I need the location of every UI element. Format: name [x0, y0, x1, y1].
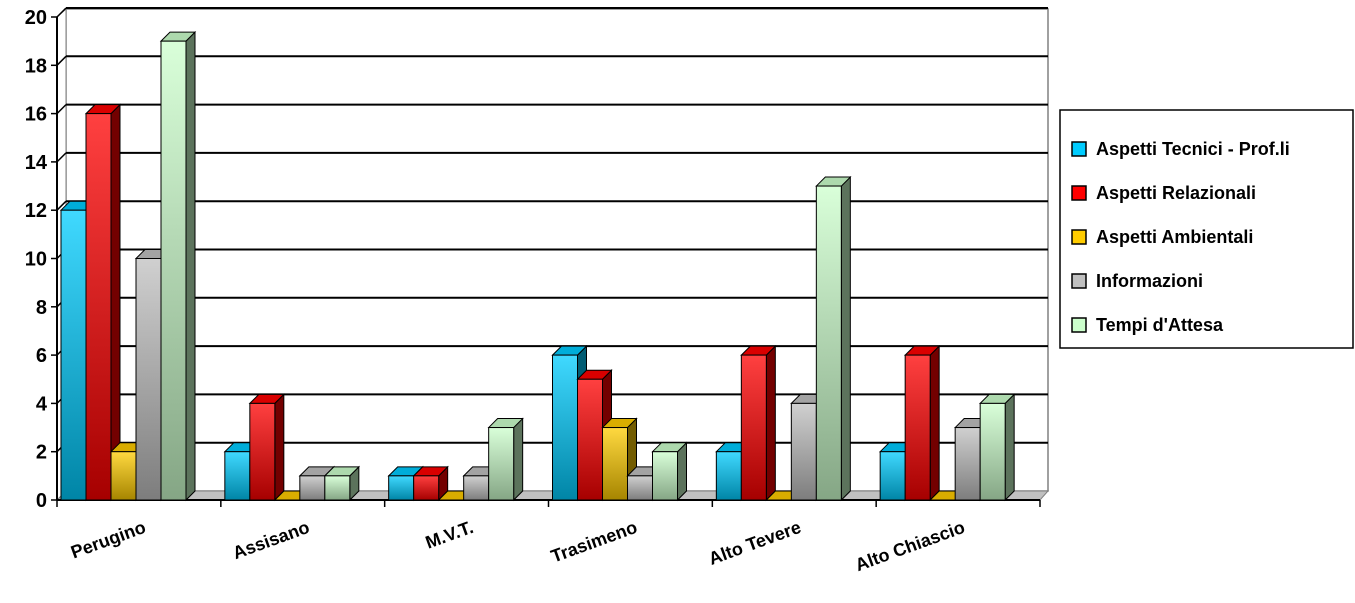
bar [903, 344, 941, 502]
x-tick-label: Alto Tevere [706, 517, 804, 569]
legend-item-informazioni: Informazioni [1071, 271, 1203, 291]
gridline-diag [56, 7, 67, 18]
gridline-diag [56, 104, 67, 115]
x-tick-label: Assisano [230, 517, 312, 563]
y-tick-label: 6 [36, 345, 47, 367]
y-tick-label: 8 [36, 297, 47, 319]
y-tick-label: 20 [25, 7, 47, 29]
y-tick-label: 18 [25, 55, 47, 77]
legend-swatch [1071, 273, 1087, 289]
bar [248, 393, 286, 502]
y-tick-label: 4 [36, 393, 48, 415]
bar [740, 344, 777, 502]
y-tick-label: 14 [25, 152, 48, 174]
legend-label: Tempi d'Attesa [1096, 315, 1224, 335]
legend-label: Aspetti Tecnici - Prof.li [1096, 139, 1290, 159]
legend-item-tempi-d-attesa: Tempi d'Attesa [1071, 315, 1224, 335]
legend-label: Aspetti Ambientali [1096, 227, 1253, 247]
legend-label: Aspetti Relazionali [1096, 183, 1256, 203]
y-tick-label: 12 [25, 200, 47, 222]
legend-swatch [1071, 185, 1087, 201]
bar [487, 417, 524, 502]
gridline-diag [56, 55, 67, 66]
gridline-diag [56, 152, 67, 163]
x-tick-label: Alto Chiascio [853, 517, 968, 575]
legend: Aspetti Tecnici - Prof.li Aspetti Relazio… [1059, 109, 1354, 349]
x-tick-label: Trasimeno [548, 517, 639, 567]
legend-box [1059, 109, 1354, 349]
bars [59, 30, 1016, 502]
y-tick-label: 10 [25, 249, 47, 271]
legend-item-aspetti-tecnici-prof-li: Aspetti Tecnici - Prof.li [1071, 139, 1290, 159]
y-tick-label: 2 [36, 442, 47, 464]
x-tick-label: M.V.T. [423, 517, 476, 553]
legend-item-aspetti-relazionali: Aspetti Relazionali [1071, 183, 1256, 203]
bar [84, 103, 122, 502]
x-tick-label: Perugino [68, 517, 148, 562]
x-axis: Perugino Assisano M.V.T. Trasimeno Alto Teve… [56, 499, 1041, 575]
bar [978, 393, 1016, 502]
y-tick-label: 0 [36, 490, 47, 512]
legend-swatch [1071, 317, 1087, 333]
bar [651, 441, 688, 502]
bar [323, 465, 361, 502]
y-axis: 0 2 4 6 8 10 12 14 16 18 20 [25, 7, 58, 512]
legend-label: Informazioni [1096, 271, 1203, 291]
bar [815, 175, 852, 502]
bar [159, 30, 197, 502]
legend-swatch [1071, 229, 1087, 245]
gridline-diag [56, 200, 67, 211]
legend-item-aspetti-ambientali: Aspetti Ambientali [1071, 227, 1253, 247]
y-tick-label: 16 [25, 104, 47, 126]
bar [412, 465, 449, 502]
legend-swatch [1071, 141, 1087, 157]
